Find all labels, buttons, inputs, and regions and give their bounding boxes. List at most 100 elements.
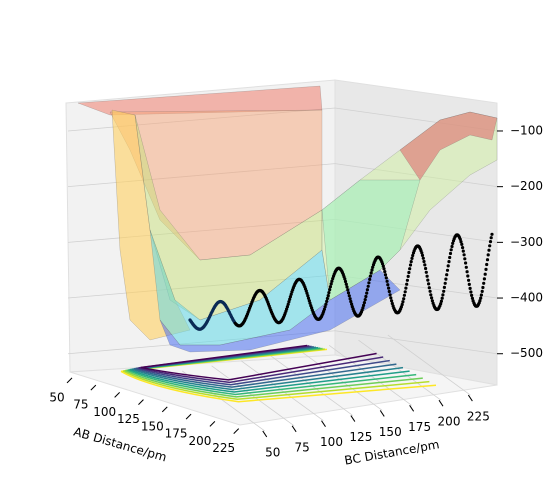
z-tick-label: −500	[510, 346, 543, 360]
y-tick-label: 150	[379, 425, 402, 439]
trajectory-dot	[306, 296, 311, 300]
contour-line	[140, 344, 377, 381]
surface-ramp-top	[399, 111, 498, 181]
trajectory-dot	[450, 244, 454, 249]
trajectory-dot	[362, 301, 366, 305]
trajectory-dot	[484, 267, 488, 271]
trajectory-dot	[390, 301, 394, 306]
trajectory-dot	[461, 249, 465, 253]
trajectory-dot	[411, 253, 415, 258]
x-tick	[209, 421, 216, 427]
trajectory-dot	[364, 294, 368, 299]
y-tick-label: 200	[438, 415, 461, 429]
trajectory-dot	[285, 305, 289, 309]
trajectory-dot	[426, 278, 430, 282]
trajectory	[188, 232, 494, 331]
trajectory-dot	[328, 285, 332, 289]
trajectory-dot	[400, 302, 404, 307]
trajectory-dot	[325, 299, 329, 303]
trajectory-dot	[408, 263, 413, 267]
trajectory-dot	[288, 297, 292, 301]
trajectory-dot	[459, 240, 463, 244]
trajectory-dot	[343, 279, 348, 284]
trajectory-dot	[368, 277, 372, 281]
trajectory-dot	[468, 286, 472, 290]
trajectory-dot	[330, 279, 334, 283]
trajectory-dot	[371, 265, 375, 269]
x-tick-label: 225	[212, 441, 235, 455]
trajectory-dot	[344, 282, 348, 286]
trajectory-dot	[384, 276, 388, 280]
trajectory-dot	[481, 285, 485, 290]
trajectory-dot	[381, 264, 385, 268]
grid-line	[182, 370, 265, 432]
trajectory-dot	[386, 283, 390, 287]
trajectory-dot	[404, 286, 408, 290]
trajectory-dot	[420, 253, 425, 257]
floor-pane	[69, 354, 498, 426]
y-tick	[379, 410, 385, 417]
trajectory-dot	[469, 290, 473, 294]
trajectory-dot	[388, 293, 392, 297]
trajectory-dot	[446, 264, 450, 268]
x-tick	[114, 392, 121, 398]
trajectory-dot	[430, 296, 434, 300]
trajectory-dot	[480, 289, 484, 293]
x-tick	[185, 413, 192, 420]
trajectory-dot	[286, 302, 290, 306]
trajectory-dot	[427, 286, 431, 290]
y-tick	[438, 399, 444, 407]
trajectory-dot	[329, 282, 333, 286]
trajectory-dot	[405, 282, 409, 286]
trajectory-dot	[428, 289, 432, 293]
trajectory-dot	[383, 270, 387, 274]
trajectory-dot	[308, 301, 312, 305]
trajectory-dot	[478, 299, 482, 303]
trajectory-dot	[343, 277, 347, 281]
trajectory-dot	[326, 294, 330, 298]
trajectory-dot	[443, 281, 447, 285]
trajectory-dot	[482, 277, 486, 281]
y-tick-label: 125	[349, 430, 372, 444]
trajectory-dot	[485, 258, 490, 262]
trajectory-dot	[487, 248, 491, 252]
x-tick-label: 50	[49, 390, 64, 404]
x-tick	[90, 384, 97, 391]
trajectory-dot	[380, 262, 385, 266]
trajectory-dot	[445, 268, 450, 272]
trajectory-dot	[322, 307, 326, 311]
grid-line	[299, 350, 383, 411]
y-tick-label: 225	[467, 410, 490, 424]
grid-line	[387, 334, 471, 396]
trajectory-dot	[458, 237, 462, 241]
x-tick	[161, 406, 168, 413]
trajectory-dot	[403, 290, 407, 294]
trajectory-dot	[422, 259, 426, 264]
trajectory-dot	[307, 299, 311, 303]
trajectory-dot	[424, 266, 428, 271]
trajectory-dot	[440, 296, 444, 300]
trajectory-dot	[347, 294, 351, 298]
trajectory-dot	[425, 274, 429, 278]
grid-line	[358, 339, 442, 401]
trajectory-dot	[323, 305, 327, 309]
trajectory-dot	[406, 274, 410, 278]
trajectory-dot	[486, 253, 490, 257]
trajectory-dot	[383, 273, 388, 277]
trajectory-dot	[387, 286, 391, 290]
contours	[120, 344, 437, 403]
trajectory-dot	[410, 256, 414, 260]
trajectory-dot	[402, 297, 406, 301]
trajectory-dot	[370, 268, 374, 272]
y-tick-label: 100	[320, 435, 343, 449]
trajectory-dot	[448, 251, 453, 256]
trajectory-dot	[421, 256, 425, 260]
trajectory-dot	[439, 299, 443, 303]
trajectory-dot	[306, 294, 310, 298]
trajectory-dot	[430, 299, 434, 303]
trajectory-dot	[483, 272, 487, 276]
trajectory-dot	[447, 260, 451, 264]
trajectory-dot	[423, 263, 427, 267]
z-tick-label: −200	[510, 179, 543, 193]
trajectory-dot	[362, 303, 366, 307]
